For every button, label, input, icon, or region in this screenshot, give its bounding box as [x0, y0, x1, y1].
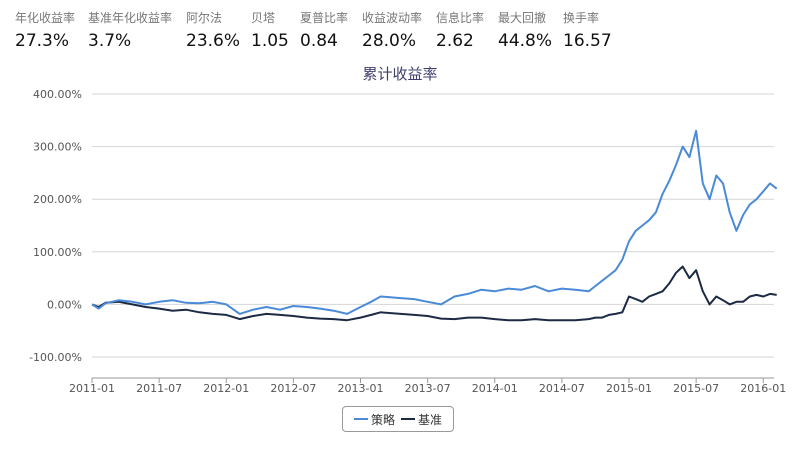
- metric-value: 16.57: [563, 31, 612, 51]
- metric-label: 夏普比率: [300, 11, 349, 25]
- x-tick-label: 2014-01: [472, 382, 518, 395]
- legend-swatch: [353, 418, 368, 420]
- legend-swatch: [401, 418, 415, 420]
- metric-value: 1.05: [251, 31, 289, 51]
- legend-item-1[interactable]: 基准: [401, 411, 442, 428]
- legend-label: 基准: [418, 412, 443, 427]
- metric-label: 贝塔: [251, 11, 276, 25]
- metric-6: 信息比率 2.62: [436, 10, 484, 53]
- metric-8: 换手率 16.57: [563, 10, 612, 53]
- metric-4: 夏普比率 0.84: [300, 10, 348, 53]
- metric-label: 换手率: [563, 11, 600, 25]
- metric-3: 贝塔 1.05: [251, 10, 289, 53]
- series-line-0: [91, 129, 778, 315]
- y-tick-label: 300.00%: [33, 141, 82, 154]
- metric-value: 28.0%: [362, 31, 417, 51]
- metric-value: 27.3%: [15, 31, 70, 51]
- metric-value: 0.84: [300, 31, 338, 51]
- metrics-bar: 年化收益率 27.3% 基准年化收益率 3.7% 阿尔法 23.6% 贝塔 1.05 夏普比率 0…: [0, 0, 800, 60]
- x-tick-label: 2014-07: [539, 382, 585, 395]
- metric-2: 阿尔法 23.6%: [186, 10, 240, 53]
- metric-label: 阿尔法: [186, 11, 223, 25]
- series-line-1: [91, 265, 777, 322]
- metric-value: 44.8%: [498, 31, 553, 51]
- metric-label: 年化收益率: [15, 11, 76, 25]
- metric-label: 收益波动率: [362, 11, 423, 25]
- legend-label: 策略: [370, 412, 395, 427]
- y-tick-label: 200.00%: [33, 193, 82, 206]
- chart-legend: 策略 基准: [342, 406, 454, 432]
- metric-1: 基准年化收益率 3.7%: [88, 10, 172, 53]
- x-tick-label: 2012-07: [270, 382, 316, 395]
- y-tick-label: -100.00%: [29, 351, 82, 364]
- y-tick-label: 0.00%: [47, 298, 82, 311]
- metric-label: 基准年化收益率: [88, 11, 173, 25]
- legend-item-0[interactable]: 策略: [353, 411, 395, 428]
- x-tick-label: 2013-01: [338, 382, 384, 395]
- metric-0: 年化收益率 27.3%: [15, 10, 75, 53]
- chart-title: 累计收益率: [362, 65, 438, 83]
- metric-value: 23.6%: [186, 31, 241, 51]
- y-tick-label: 400.00%: [33, 88, 82, 101]
- metric-label: 信息比率: [436, 11, 485, 25]
- metric-7: 最大回撤 44.8%: [498, 10, 552, 53]
- x-tick-label: 2015-01: [606, 382, 652, 395]
- metric-value: 3.7%: [88, 31, 132, 51]
- metric-value: 2.62: [436, 31, 474, 51]
- x-tick-label: 2012-01: [203, 382, 249, 395]
- x-tick-label: 2013-07: [405, 382, 451, 395]
- x-tick-label: 2011-01: [69, 382, 115, 395]
- y-tick-label: 100.00%: [33, 246, 82, 259]
- x-tick-label: 2016-01: [740, 382, 786, 395]
- metric-label: 最大回撤: [498, 11, 547, 25]
- metric-5: 收益波动率 28.0%: [362, 10, 422, 53]
- x-tick-label: 2015-07: [673, 382, 719, 395]
- x-tick-label: 2011-07: [136, 382, 182, 395]
